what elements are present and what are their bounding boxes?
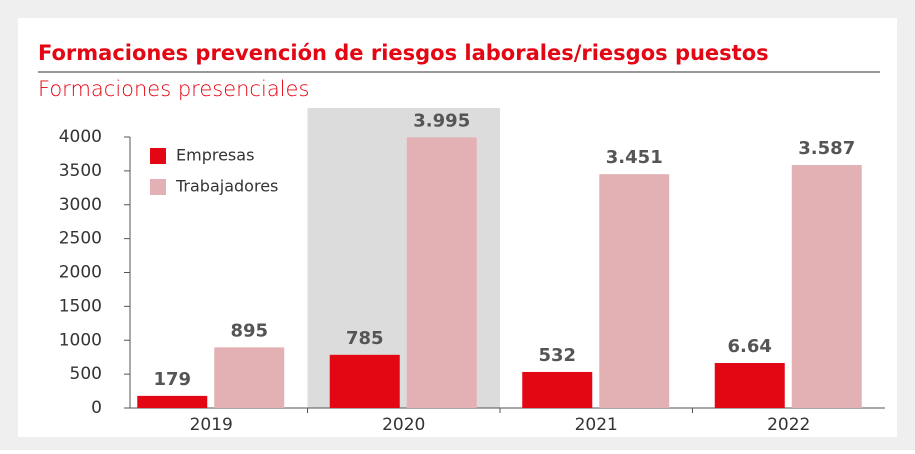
chart-title: Formaciones prevención de riesgos labora… bbox=[38, 41, 769, 65]
y-tick-label: 2500 bbox=[59, 229, 102, 249]
bar bbox=[599, 174, 670, 408]
bar bbox=[714, 363, 785, 408]
chart-subtitle: Formaciones presenciales bbox=[38, 77, 309, 101]
bar bbox=[406, 137, 477, 408]
y-tick-label: 3000 bbox=[59, 195, 102, 215]
y-tick-label: 1000 bbox=[59, 330, 102, 350]
legend-swatch bbox=[150, 148, 166, 164]
bar bbox=[137, 395, 208, 408]
x-tick-label: 2021 bbox=[575, 415, 618, 435]
y-tick-label: 1500 bbox=[59, 296, 102, 316]
bar bbox=[791, 164, 862, 408]
y-tick-label: 4000 bbox=[59, 127, 102, 147]
x-tick-label: 2020 bbox=[382, 415, 425, 435]
x-tick-label: 2022 bbox=[767, 415, 810, 435]
data-label: 3.995 bbox=[413, 110, 470, 131]
data-label: 895 bbox=[230, 320, 268, 341]
y-tick-label: 3500 bbox=[59, 161, 102, 181]
data-label: 179 bbox=[153, 369, 191, 390]
legend-label: Trabajadores bbox=[175, 177, 278, 196]
bar bbox=[214, 347, 285, 408]
y-tick-label: 0 bbox=[91, 398, 102, 418]
y-tick-label: 500 bbox=[70, 364, 102, 384]
bar bbox=[522, 371, 593, 408]
x-tick-label: 2019 bbox=[190, 415, 233, 435]
data-label: 3.587 bbox=[798, 138, 855, 159]
data-label: 3.451 bbox=[606, 147, 663, 168]
bar bbox=[329, 354, 400, 408]
data-label: 6.64 bbox=[728, 336, 772, 357]
legend-swatch bbox=[150, 179, 166, 195]
data-label: 785 bbox=[346, 328, 384, 349]
legend-label: Empresas bbox=[176, 146, 254, 165]
y-tick-label: 2000 bbox=[59, 263, 102, 283]
data-label: 532 bbox=[538, 345, 576, 366]
